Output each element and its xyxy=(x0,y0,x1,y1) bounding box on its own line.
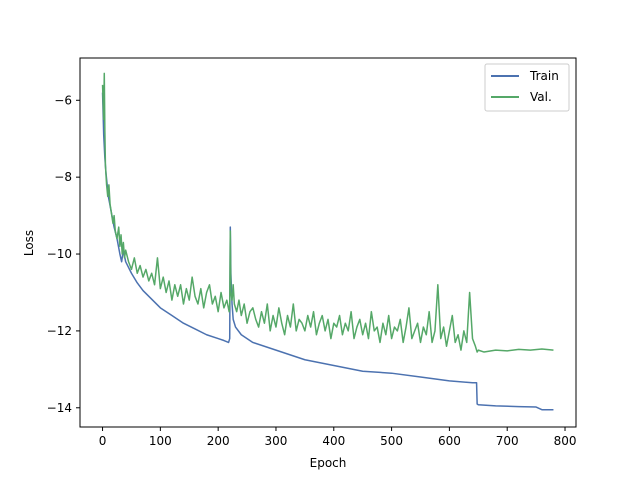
y-axis-label: Loss xyxy=(22,230,36,256)
x-tick-label: 0 xyxy=(99,434,107,448)
x-axis-label: Epoch xyxy=(310,456,347,470)
x-tick-label: 700 xyxy=(496,434,519,448)
legend-label-train: Train xyxy=(529,69,559,83)
y-axis-ticks: −14 −12 −10 −8 −6 xyxy=(47,93,80,415)
y-tick-label: −14 xyxy=(47,401,72,415)
x-tick-label: 400 xyxy=(322,434,345,448)
axes-frame xyxy=(79,57,577,428)
x-tick-label: 600 xyxy=(438,434,461,448)
x-tick-label: 200 xyxy=(207,434,230,448)
x-tick-label: 100 xyxy=(149,434,172,448)
series-line-val xyxy=(101,72,554,353)
legend: Train Val. xyxy=(484,63,570,112)
x-tick-label: 500 xyxy=(380,434,403,448)
series-layer xyxy=(101,72,554,411)
y-tick-label: −12 xyxy=(47,324,72,338)
x-axis-ticks: 0 100 200 300 400 500 600 700 800 xyxy=(99,427,577,448)
y-tick-label: −8 xyxy=(54,170,72,184)
y-tick-label: −10 xyxy=(47,247,72,261)
legend-label-val: Val. xyxy=(530,90,552,104)
x-tick-label: 800 xyxy=(554,434,577,448)
x-tick-label: 300 xyxy=(265,434,288,448)
y-tick-label: −6 xyxy=(54,93,72,107)
plot-area xyxy=(79,57,577,428)
